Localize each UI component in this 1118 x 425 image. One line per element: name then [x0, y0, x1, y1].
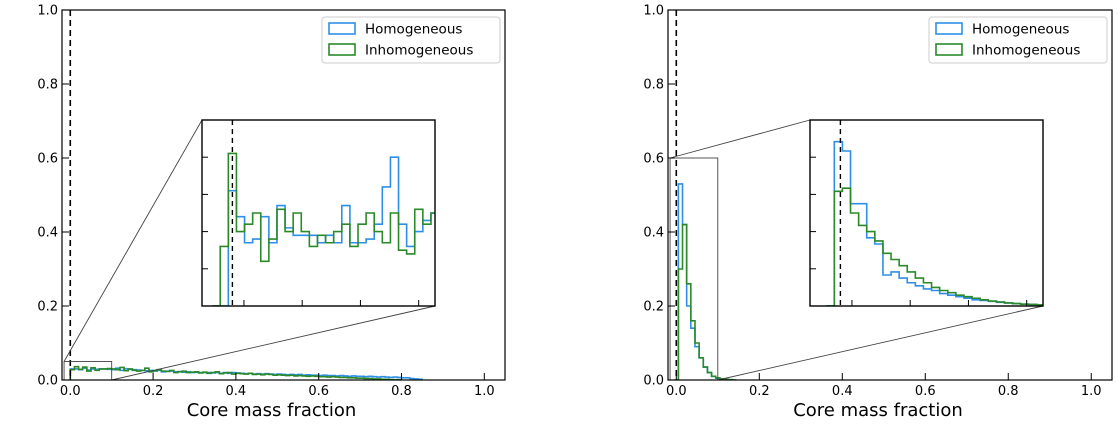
- y-tick-label: 0.2: [37, 300, 58, 315]
- inset-background: [810, 120, 1043, 306]
- y-tick-label: 0.4: [643, 226, 664, 241]
- x-axis-label: Core mass fraction: [187, 400, 357, 421]
- zoom-connector-line: [717, 305, 1044, 381]
- legend-box: [928, 16, 1108, 64]
- y-tick-label: 0.4: [37, 226, 58, 241]
- x-tick-label: 0.4: [226, 384, 247, 399]
- y-tick-label: 1.0: [643, 4, 664, 19]
- legend-label-homogeneous: Homogeneous: [972, 22, 1069, 38]
- inset-frame: [809, 119, 1044, 307]
- plot-frame: [667, 9, 1113, 381]
- y-tick-label: 1.0: [37, 4, 58, 19]
- x-tick-label: 0.8: [998, 384, 1019, 399]
- x-tick-label: 0.6: [915, 384, 936, 399]
- legend: Homogeneous Inhomogeneous: [928, 16, 1108, 64]
- legend-label-inhomogeneous: Inhomogeneous: [365, 43, 473, 59]
- x-tick-label: 0.0: [666, 384, 687, 399]
- x-tick-label: 0.2: [749, 384, 770, 399]
- zoom-connector-line: [111, 305, 436, 381]
- zoom-connector-line: [63, 119, 203, 362]
- x-tick-label: 0.2: [143, 384, 164, 399]
- inset-frame: [201, 119, 436, 307]
- x-tick-label: 0.0: [60, 384, 81, 399]
- legend-label-homogeneous: Homogeneous: [365, 22, 462, 38]
- y-tick-label: 0.2: [643, 300, 664, 315]
- x-axis-label: Core mass fraction: [793, 400, 963, 421]
- zoom-box: [669, 157, 719, 381]
- histogram-inhomogeneous: [69, 365, 403, 380]
- legend: Homogeneous Inhomogeneous: [321, 16, 501, 64]
- x-tick-label: 1.0: [474, 384, 495, 399]
- y-tick-label: 0.8: [37, 78, 58, 93]
- histogram-homogeneous: [674, 183, 737, 380]
- x-tick-label: 0.4: [832, 384, 853, 399]
- chart-panel-right: 0.0 0.2 0.4 0.6 0.8 1.0 0.0 0.2 0.4 0.6 0.8 1.0 Core…: [643, 4, 1113, 421]
- x-tick-label: 0.8: [391, 384, 412, 399]
- legend-box: [321, 16, 501, 64]
- legend-swatch-homogeneous: [935, 22, 963, 35]
- zoom-connector-line: [669, 119, 811, 159]
- y-tick-label: 0.0: [643, 374, 664, 389]
- x-tick-label: 0.6: [308, 384, 329, 399]
- y-tick-label: 0.6: [643, 152, 664, 167]
- legend-label-inhomogeneous: Inhomogeneous: [972, 43, 1080, 59]
- legend-swatch-inhomogeneous: [328, 43, 356, 56]
- legend-swatch-inhomogeneous: [935, 43, 963, 56]
- y-tick-label: 0.0: [37, 374, 58, 389]
- inset-histogram-inhomogeneous: [212, 152, 435, 306]
- inset-panel: [201, 119, 436, 307]
- y-tick-label: 0.8: [643, 78, 664, 93]
- plot-frame: [61, 9, 506, 381]
- y-tick-label: 0.6: [37, 152, 58, 167]
- inset-histogram-inhomogeneous: [826, 187, 1043, 306]
- histogram-inhomogeneous: [674, 223, 737, 380]
- chart-panel-left: 0.0 0.2 0.4 0.6 0.8 1.0 0.0 0.2 0.4 0.6 0.8 1.0 Core…: [37, 4, 506, 421]
- x-tick-label: 1.0: [1081, 384, 1102, 399]
- legend-swatch-homogeneous: [328, 22, 356, 35]
- inset-panel: [809, 119, 1044, 307]
